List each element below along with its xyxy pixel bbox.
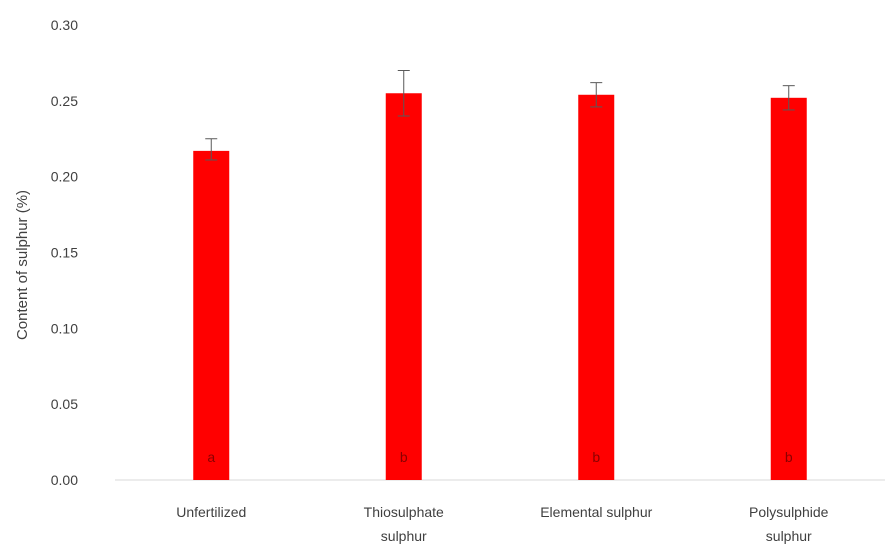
error-bars-group (205, 70, 795, 161)
x-category-label: Thiosulphate sulphur (364, 504, 444, 544)
y-tick-label: 0.15 (51, 245, 78, 261)
significance-letter: b (592, 449, 600, 465)
significance-letter: b (400, 449, 408, 465)
y-tick-label: 0.10 (51, 320, 78, 336)
x-category-label-line: Thiosulphate (364, 504, 444, 520)
bar (385, 93, 422, 480)
y-tick-label: 0.05 (51, 396, 78, 412)
significance-letter: a (207, 449, 215, 465)
y-tick-label: 0.25 (51, 93, 78, 109)
y-axis-ticks: 0.00 0.05 0.10 0.15 0.20 0.25 0.30 (51, 17, 78, 488)
y-axis-title: Content of sulphur (%) (14, 190, 31, 340)
x-category-label: Elemental sulphur (540, 504, 652, 520)
bar (578, 94, 615, 481)
x-category-label-line: Elemental sulphur (540, 504, 652, 520)
x-category-label-line: Polysulphide (749, 504, 829, 520)
x-category-label-line: sulphur (381, 528, 427, 544)
bars-group (193, 93, 807, 481)
x-category-label: Unfertilized (176, 504, 246, 520)
significance-letter: b (785, 449, 793, 465)
y-tick-label: 0.00 (51, 472, 78, 488)
y-tick-label: 0.30 (51, 17, 78, 33)
x-category-label-line: sulphur (766, 528, 812, 544)
bar (193, 150, 230, 480)
y-tick-label: 0.20 (51, 169, 78, 185)
bar (770, 97, 807, 481)
x-category-label-line: Unfertilized (176, 504, 246, 520)
x-category-label: Polysulphide sulphur (749, 504, 829, 544)
x-axis-categories: Unfertilized Thiosulphate sulphur Elemental… (176, 504, 828, 544)
